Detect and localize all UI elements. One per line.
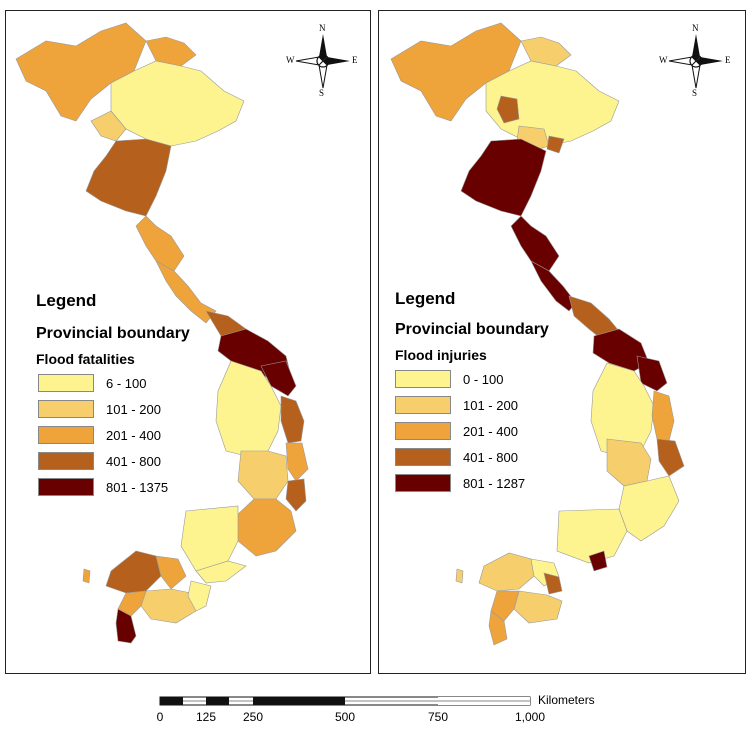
province-n-1 xyxy=(145,36,197,67)
compass-s-label: S xyxy=(319,88,325,98)
scale-tick-label: 250 xyxy=(242,710,264,724)
province-md-4 xyxy=(513,590,563,624)
province-se-2 xyxy=(235,498,297,557)
legend-class-label: 0 - 100 xyxy=(463,371,504,387)
province-n-3 xyxy=(496,95,520,124)
province-se-1 xyxy=(285,478,307,512)
province-md-1 xyxy=(478,552,535,592)
compass-w-label: W xyxy=(286,55,295,65)
province-ch-4 xyxy=(656,438,685,477)
legend-swatch-5 xyxy=(395,474,451,492)
compass-e-label: E xyxy=(352,55,358,65)
compass-w-label: W xyxy=(659,55,668,65)
province-nc-1 xyxy=(460,138,547,217)
legend-class-5: 801 - 1375 xyxy=(38,477,168,497)
province-md-6 xyxy=(488,610,508,646)
province-s-1 xyxy=(556,508,628,564)
legend-class-label: 401 - 800 xyxy=(106,453,161,469)
legend-class-2: 101 - 200 xyxy=(395,395,518,415)
scale-tick-label: 500 xyxy=(334,710,356,724)
province-ch-4 xyxy=(285,442,309,482)
province-s-2 xyxy=(588,550,608,572)
scale-bar-units: Kilometers xyxy=(538,693,595,707)
compass-s-label: S xyxy=(692,88,698,98)
scale-bar: Kilometers 0 125 250 500 750 1,000 xyxy=(150,693,620,724)
north-arrow-compass: N S W E xyxy=(286,23,358,98)
scale-tick-label: 750 xyxy=(427,710,449,724)
legend-class-1: 6 - 100 xyxy=(38,373,146,393)
province-nc-2 xyxy=(510,215,560,272)
province-md-6 xyxy=(115,608,137,644)
scale-tick-label: 0 xyxy=(156,710,164,724)
province-c-3 xyxy=(260,360,297,397)
vietnam-fatalities-map xyxy=(15,22,309,644)
injuries-map-panel: N S W E Legend Provincial boundary Flood… xyxy=(378,10,746,674)
fatalities-map-panel: N S W E Legend Provincial boundary Flood… xyxy=(5,10,371,674)
province-nc-2 xyxy=(135,215,185,272)
scale-tick-label: 1,000 xyxy=(514,710,546,724)
compass-e-label: E xyxy=(725,55,731,65)
legend-swatch-2 xyxy=(395,396,451,414)
province-md-5 xyxy=(117,590,147,617)
legend-class-label: 201 - 400 xyxy=(463,423,518,439)
province-n-5 xyxy=(546,135,565,154)
legend-class-label: 101 - 200 xyxy=(463,397,518,413)
province-c-3 xyxy=(636,355,668,392)
province-ch-2 xyxy=(651,390,675,442)
legend-class-label: 401 - 800 xyxy=(463,449,518,465)
legend-variable-label: Flood fatalities xyxy=(36,351,135,367)
legend-class-label: 6 - 100 xyxy=(106,375,147,391)
north-arrow-compass: N S W E xyxy=(659,23,731,98)
island-left xyxy=(455,568,464,584)
legend-title: Legend xyxy=(395,289,456,308)
legend-class-3: 201 - 400 xyxy=(395,421,518,441)
legend-class-4: 401 - 800 xyxy=(38,451,161,471)
province-ch-2 xyxy=(280,395,305,444)
legend-class-2: 101 - 200 xyxy=(38,399,161,419)
legend-class-5: 801 - 1287 xyxy=(395,473,525,493)
province-md-5 xyxy=(490,590,520,622)
province-nc-3 xyxy=(530,260,577,312)
province-nc-1 xyxy=(85,138,172,217)
legend-class-label: 101 - 200 xyxy=(106,401,161,417)
province-n-2 xyxy=(110,60,245,147)
province-md-2 xyxy=(155,555,187,590)
legend-swatch-1 xyxy=(395,370,451,388)
province-se-1 xyxy=(618,475,680,542)
province-md-3 xyxy=(140,588,197,624)
scale-tick-label: 125 xyxy=(195,710,217,724)
legend-class-3: 201 - 400 xyxy=(38,425,161,445)
legend-swatch-3 xyxy=(38,426,94,444)
province-md-1 xyxy=(105,550,162,594)
province-n-1 xyxy=(520,36,572,67)
compass-n-label: N xyxy=(692,23,699,33)
legend-swatch-1 xyxy=(38,374,94,392)
legend-swatch-5 xyxy=(38,478,94,496)
compass-n-label: N xyxy=(319,23,326,33)
province-s-2 xyxy=(195,560,247,584)
legend-boundary-label: Provincial boundary xyxy=(36,325,190,342)
province-md-3 xyxy=(543,572,563,595)
legend-class-label: 201 - 400 xyxy=(106,427,161,443)
legend-boundary-label: Provincial boundary xyxy=(395,321,549,338)
province-n-3 xyxy=(90,110,127,142)
legend-class-1: 0 - 100 xyxy=(395,369,503,389)
legend-swatch-4 xyxy=(395,448,451,466)
legend-swatch-2 xyxy=(38,400,94,418)
legend-variable-label: Flood injuries xyxy=(395,347,487,363)
legend-swatch-3 xyxy=(395,422,451,440)
province-md-4 xyxy=(187,580,212,612)
province-ch-3 xyxy=(237,450,289,500)
province-n-2 xyxy=(485,60,620,147)
province-nc-3 xyxy=(155,260,217,324)
legend-class-4: 401 - 800 xyxy=(395,447,518,467)
legend-class-label: 801 - 1287 xyxy=(463,475,526,491)
scale-bar-graphic xyxy=(159,696,531,706)
legend-title: Legend xyxy=(36,291,97,310)
legend-swatch-4 xyxy=(38,452,94,470)
province-ch-3 xyxy=(606,438,652,487)
island-left xyxy=(82,568,91,584)
vietnam-injuries-map xyxy=(390,22,685,646)
legend-class-label: 801 - 1375 xyxy=(106,479,169,495)
